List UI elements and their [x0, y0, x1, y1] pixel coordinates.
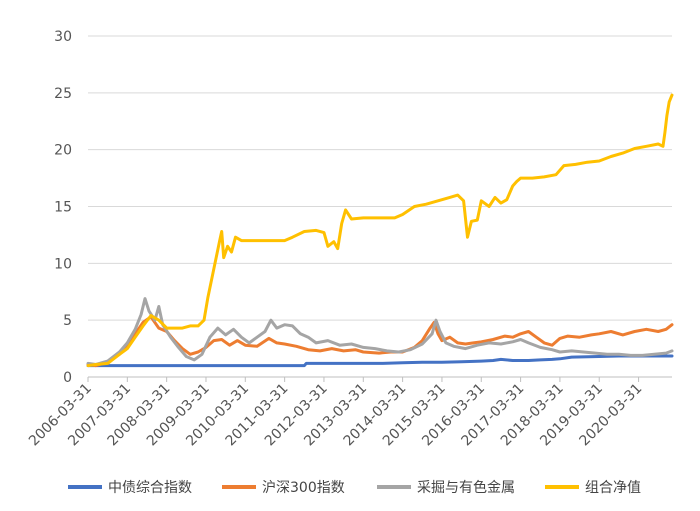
legend-label: 中债综合指数	[108, 480, 192, 496]
y-tick-label: 10	[54, 256, 72, 272]
y-axis-ticks: 0 5 10 15 20 25 30	[54, 29, 72, 386]
series-lines	[86, 93, 674, 368]
x-axis: 2006-03-312007-03-312008-03-312009-03-31…	[26, 376, 672, 449]
series-line-3	[86, 93, 674, 368]
legend-label: 采掘与有色金属	[417, 479, 515, 496]
grid-lines	[88, 35, 672, 378]
series-line-0	[86, 354, 674, 368]
y-tick-label: 30	[54, 29, 72, 45]
y-tick-label: 0	[63, 370, 72, 386]
y-tick-label: 25	[54, 86, 72, 102]
series-line-2	[86, 297, 674, 366]
legend-label: 沪深300指数	[262, 480, 345, 496]
legend: 中债综合指数 沪深300指数 采掘与有色金属 组合净值	[68, 479, 641, 496]
y-tick-label: 15	[54, 200, 72, 216]
y-tick-label: 5	[63, 313, 72, 329]
legend-label: 组合净值	[585, 480, 641, 496]
y-tick-label: 20	[54, 143, 72, 159]
